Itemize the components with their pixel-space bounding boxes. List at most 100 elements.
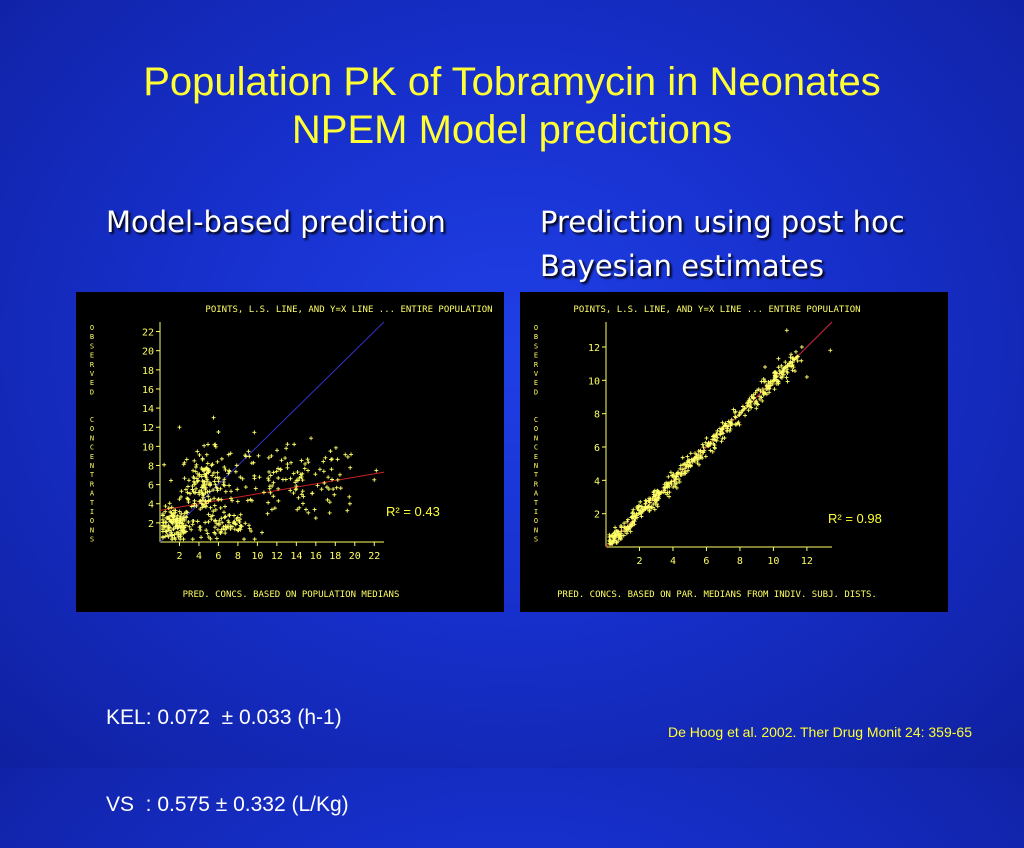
data-point (205, 477, 210, 482)
data-point (238, 512, 243, 517)
data-point (179, 489, 184, 494)
y-tick-label: 20 (142, 347, 154, 358)
data-point (784, 375, 789, 380)
data-point (654, 498, 659, 503)
right-scatter-chart: POINTS, L.S. LINE, AND Y=X LINE ... ENTI… (534, 305, 882, 600)
y-axis-label-letter: T (90, 499, 95, 507)
data-point (651, 489, 656, 494)
data-point (279, 458, 284, 463)
data-point (634, 505, 639, 510)
y-tick-label: 18 (142, 366, 154, 377)
data-point (722, 435, 727, 440)
data-point (745, 403, 750, 408)
data-point (173, 537, 178, 542)
y-axis-label-letter: E (90, 453, 94, 461)
data-point (178, 518, 183, 523)
data-point (278, 467, 283, 472)
data-point (325, 497, 330, 502)
data-point (197, 525, 202, 530)
data-point (607, 532, 612, 537)
y-tick-label: 14 (142, 404, 154, 415)
y-axis-label-letter: I (534, 508, 538, 516)
data-point (295, 478, 300, 483)
data-point (726, 419, 731, 424)
data-point (315, 483, 320, 488)
data-point (216, 497, 221, 502)
data-point (667, 490, 672, 495)
data-point (190, 537, 195, 542)
data-point (213, 525, 218, 530)
data-point (182, 530, 187, 535)
data-point (644, 499, 649, 504)
data-point (178, 537, 183, 542)
data-point (220, 520, 225, 525)
data-point (296, 495, 301, 500)
data-point (204, 482, 209, 487)
data-point (183, 514, 188, 519)
x-tick-label: 6 (215, 551, 221, 562)
data-point (616, 535, 621, 540)
data-point (195, 519, 200, 524)
data-point (666, 474, 671, 479)
data-point (291, 471, 296, 476)
data-point (206, 519, 211, 524)
data-point (337, 472, 342, 477)
data-point (683, 466, 688, 471)
data-point (750, 395, 755, 400)
data-point (163, 504, 168, 509)
data-point (238, 523, 243, 528)
y-tick-label: 2 (148, 519, 154, 530)
data-point (785, 379, 790, 384)
data-point (204, 528, 209, 533)
data-point (266, 478, 271, 483)
data-point (185, 484, 190, 489)
data-point (741, 407, 746, 412)
data-point (200, 482, 205, 487)
data-point (214, 485, 219, 490)
data-point (776, 356, 781, 361)
y-axis-label-letter: O (90, 517, 94, 525)
data-point (671, 485, 676, 490)
data-point (184, 457, 189, 462)
data-point (631, 514, 636, 519)
data-point (622, 525, 627, 530)
x-tick-label: 22 (368, 551, 380, 562)
left-scatter-chart: POINTS, L.S. LINE, AND Y=X LINE ... ENTI… (90, 305, 493, 600)
data-point (242, 537, 247, 542)
y-axis-label-letter: N (90, 434, 94, 442)
data-point (213, 444, 218, 449)
data-point (206, 512, 211, 517)
data-point (700, 442, 705, 447)
data-point (221, 510, 226, 515)
data-point (309, 436, 314, 441)
data-point (215, 470, 220, 475)
data-point (300, 501, 305, 506)
identity-line (159, 321, 385, 543)
x-tick-label: 2 (176, 551, 182, 562)
data-point (674, 481, 679, 486)
data-point (321, 469, 326, 474)
data-point (774, 381, 779, 386)
data-point (647, 504, 652, 509)
data-point (614, 528, 619, 533)
data-point (245, 498, 250, 503)
data-point (177, 497, 182, 502)
data-point (303, 461, 308, 466)
data-point (204, 452, 209, 457)
y-axis-label-letter: O (534, 517, 538, 525)
data-point (733, 415, 738, 420)
data-point (299, 458, 304, 463)
y-axis-label-letter: R (90, 480, 95, 488)
data-point (212, 530, 217, 535)
data-point (319, 487, 324, 492)
data-point (330, 477, 335, 482)
data-point (652, 507, 657, 512)
data-point (226, 471, 231, 476)
data-point (305, 468, 310, 473)
data-point (182, 525, 187, 530)
data-point (703, 454, 708, 459)
data-point (185, 490, 190, 495)
data-point (223, 467, 228, 472)
data-point (655, 504, 660, 509)
data-point (284, 446, 289, 451)
